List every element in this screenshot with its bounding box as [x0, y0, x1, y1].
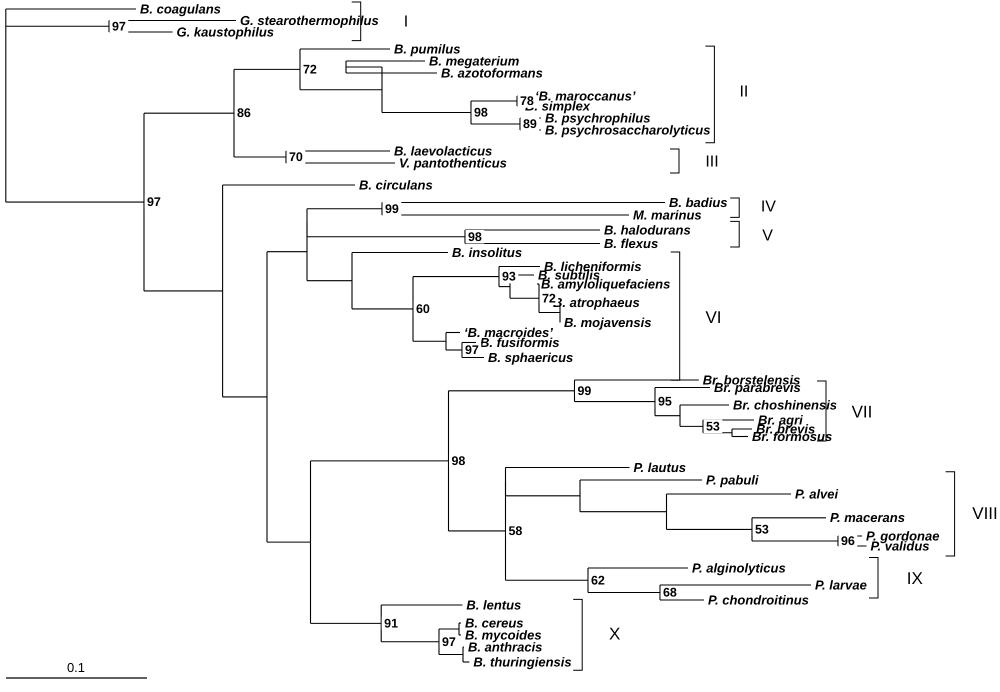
svg-text:V: V	[762, 228, 773, 245]
svg-text:VII: VII	[852, 402, 873, 421]
svg-text:B. coagulans: B. coagulans	[140, 1, 221, 16]
svg-text:II: II	[739, 83, 748, 100]
svg-text:93: 93	[502, 270, 516, 284]
svg-text:Br. parabrevis: Br. parabrevis	[714, 380, 801, 395]
svg-text:72: 72	[303, 62, 317, 76]
svg-text:VI: VI	[705, 308, 721, 327]
svg-text:68: 68	[663, 586, 677, 600]
svg-text:B. fusiformis: B. fusiformis	[480, 335, 559, 350]
svg-text:P. validus: P. validus	[871, 538, 930, 553]
svg-text:B. mojavensis: B. mojavensis	[564, 315, 651, 330]
svg-text:86: 86	[237, 106, 251, 120]
svg-text:P. alginolyticus: P. alginolyticus	[692, 560, 786, 575]
svg-text:53: 53	[755, 522, 769, 536]
svg-text:IV: IV	[761, 199, 776, 216]
svg-text:60: 60	[416, 302, 430, 316]
svg-text:B. insolitus: B. insolitus	[452, 245, 522, 260]
svg-text:0.1: 0.1	[67, 660, 85, 675]
svg-text:P. alvei: P. alvei	[795, 486, 839, 501]
svg-text:98: 98	[474, 106, 488, 120]
svg-text:VIII: VIII	[972, 504, 998, 523]
svg-text:99: 99	[577, 384, 591, 398]
svg-text:95: 95	[658, 395, 672, 409]
svg-text:78: 78	[520, 94, 534, 108]
svg-text:53: 53	[706, 419, 720, 433]
svg-text:62: 62	[591, 573, 605, 587]
svg-text:97: 97	[112, 19, 126, 33]
svg-text:72: 72	[542, 291, 556, 305]
svg-text:89: 89	[523, 117, 537, 131]
svg-text:G. kaustophilus: G. kaustophilus	[177, 24, 275, 39]
svg-text:P. chondroitinus: P. chondroitinus	[708, 592, 809, 607]
svg-text:B. thuringiensis: B. thuringiensis	[473, 654, 571, 669]
svg-text:B. azotoformans: B. azotoformans	[441, 65, 543, 80]
svg-text:96: 96	[841, 534, 855, 548]
svg-text:B. sphaericus: B. sphaericus	[488, 350, 573, 365]
svg-text:B. atrophaeus: B. atrophaeus	[553, 295, 640, 310]
svg-text:P. larvae: P. larvae	[815, 577, 867, 592]
svg-text:B. flexus: B. flexus	[604, 236, 658, 251]
svg-text:70: 70	[289, 150, 303, 164]
svg-text:98: 98	[451, 454, 465, 468]
svg-text:M. marinus: M. marinus	[633, 207, 702, 222]
svg-text:99: 99	[385, 202, 399, 216]
svg-text:III: III	[705, 154, 718, 171]
svg-text:B. lentus: B. lentus	[466, 597, 521, 612]
svg-text:I: I	[404, 14, 408, 31]
svg-text:B. amyloliquefaciens: B. amyloliquefaciens	[541, 276, 670, 291]
svg-text:P. pabuli: P. pabuli	[706, 472, 759, 487]
svg-text:98: 98	[468, 230, 482, 244]
svg-text:V. pantothenticus: V. pantothenticus	[399, 155, 507, 170]
svg-text:97: 97	[147, 195, 161, 209]
svg-text:B. psychrosaccharolyticus: B. psychrosaccharolyticus	[545, 122, 710, 137]
svg-text:B. circulans: B. circulans	[359, 177, 433, 192]
svg-text:IX: IX	[907, 569, 923, 588]
svg-text:91: 91	[384, 616, 398, 630]
svg-text:97: 97	[465, 343, 479, 357]
svg-text:58: 58	[508, 524, 522, 538]
svg-text:P. macerans: P. macerans	[830, 510, 905, 525]
svg-text:X: X	[609, 625, 620, 644]
svg-text:B. anthracis: B. anthracis	[468, 639, 542, 654]
svg-text:Br. choshinensis: Br. choshinensis	[733, 397, 837, 412]
svg-text:97: 97	[442, 635, 456, 649]
svg-text:P. lautus: P. lautus	[634, 460, 687, 475]
svg-text:Br. formosus: Br. formosus	[752, 429, 832, 444]
